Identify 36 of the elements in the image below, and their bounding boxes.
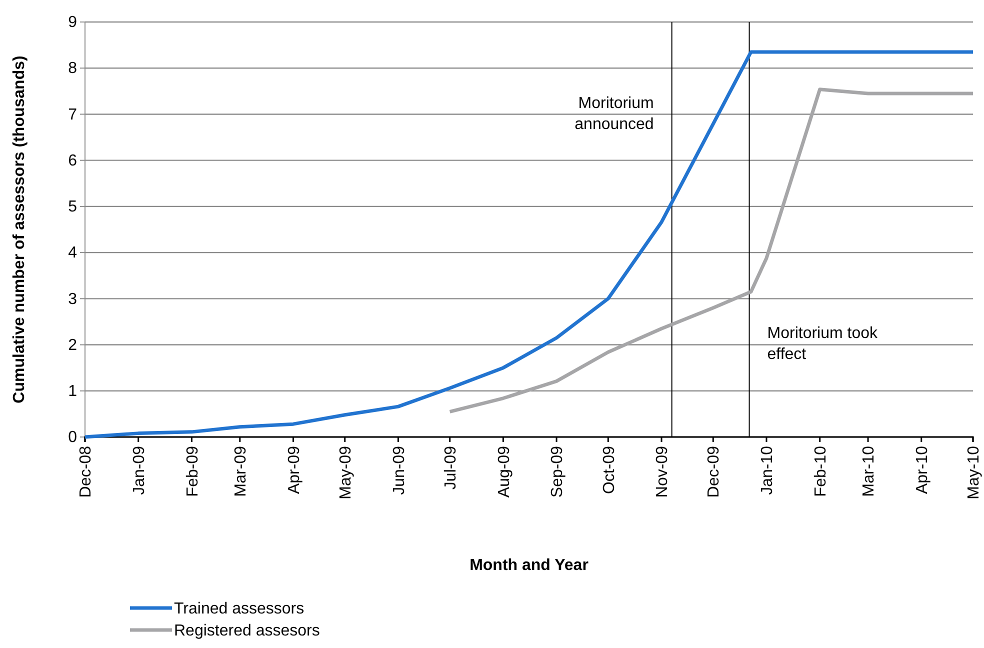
x-tick-label: Dec-08	[78, 446, 95, 498]
y-tick-label: 8	[68, 60, 78, 78]
x-tick-label: Jun-09	[390, 446, 408, 495]
x-tick-label: May-09	[337, 446, 354, 500]
ref-line-label: Moritorium announced	[574, 95, 654, 133]
x-tick-label: Mar-10	[860, 446, 878, 497]
x-tick-label: Apr-10	[914, 446, 931, 494]
x-tick-label: Feb-09	[184, 446, 202, 497]
x-tick-label: Dec-09	[706, 446, 723, 498]
y-tick-label: 1	[68, 383, 78, 400]
x-tick-label: Sep-09	[549, 446, 566, 498]
y-tick-label: 4	[68, 244, 78, 262]
ref-line-label: Moritorium took effect	[767, 325, 879, 363]
y-tick-label: 5	[68, 198, 78, 216]
x-tick-label: Oct-09	[600, 446, 618, 494]
x-tick-label: Jul-09	[442, 446, 460, 490]
x-tick-label: Apr-09	[286, 446, 303, 494]
y-tick-label: 6	[68, 152, 78, 170]
y-axis-title: Cumulative number of assessors (thousands)	[11, 56, 28, 404]
legend-label: Trained assessors	[174, 600, 304, 618]
y-tick-label: 9	[68, 14, 78, 32]
legend-label: Registered assesors	[174, 622, 320, 640]
x-axis-title: Month and Year	[470, 557, 588, 574]
x-tick-label: Jan-10	[759, 446, 776, 495]
x-tick-label: Jan-09	[130, 446, 148, 495]
x-tick-label: Mar-09	[232, 446, 250, 497]
y-tick-label: 0	[68, 429, 78, 446]
line-series	[83, 50, 975, 439]
x-tick-label: Aug-09	[496, 446, 513, 498]
y-tick-label: 2	[68, 336, 78, 354]
y-tick-label: 7	[68, 106, 78, 124]
line-series	[448, 88, 975, 414]
y-tick-label: 3	[68, 290, 78, 308]
x-tick-label: Feb-10	[812, 446, 830, 497]
x-tick-label: Nov-09	[654, 446, 672, 498]
x-tick-label: May-10	[966, 446, 983, 500]
